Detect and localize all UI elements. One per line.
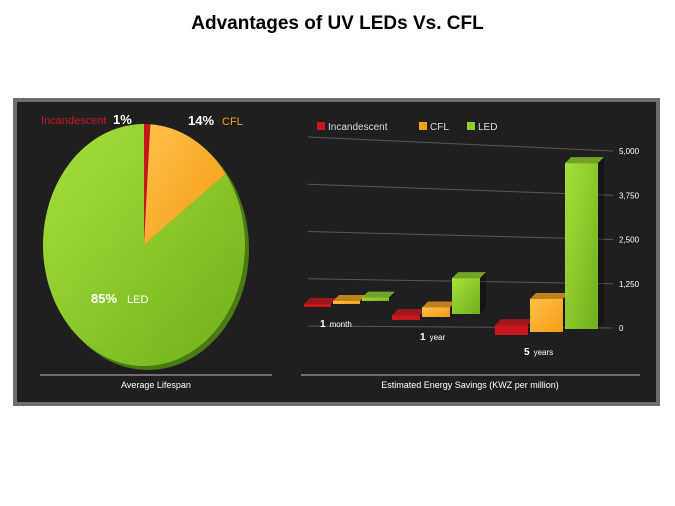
pie-label-incandescent-name: Incandescent xyxy=(41,115,106,127)
pie-slice-incandescent xyxy=(144,124,151,245)
bar-cfl-1 xyxy=(422,307,450,317)
pie-label-led-pct: 85% xyxy=(91,291,117,306)
bar-top-led-2 xyxy=(565,157,604,164)
charts-svg: Incandescent 1% 14% CFL 85% LED Average … xyxy=(40,112,640,390)
bar-incandescent-2 xyxy=(495,325,528,335)
y-tick-label: 0 xyxy=(619,324,624,333)
category-label: 1 year xyxy=(420,332,445,343)
pie-slice-led xyxy=(43,124,245,366)
gridline xyxy=(307,136,614,152)
bar-side-led-2 xyxy=(598,157,604,329)
bar-top-cfl-0 xyxy=(333,295,366,301)
pie-label-led-name: LED xyxy=(127,294,148,306)
pie-slice-cfl xyxy=(144,124,226,245)
legend-swatch-cfl xyxy=(419,122,427,130)
bar-legend: Incandescent CFL LED xyxy=(317,122,497,133)
pie-chart: Incandescent 1% 14% CFL 85% LED Average … xyxy=(40,112,272,390)
category-label: 1 month xyxy=(320,319,352,330)
bar-caption: Estimated Energy Savings (KWZ per millio… xyxy=(381,380,559,390)
y-tick-label: 5,000 xyxy=(619,147,640,156)
category-label: 5 years xyxy=(524,347,553,358)
bar-top-led-0 xyxy=(362,291,395,298)
bar-cfl-0 xyxy=(333,301,360,304)
pie-slices xyxy=(43,124,245,366)
y-tick-label: 2,500 xyxy=(619,236,640,245)
legend-swatch-incandescent xyxy=(317,122,325,130)
bar-category-labels: 1 month 1 year 5 years xyxy=(320,319,553,358)
slide-title: Advantages of UV LEDs Vs. CFL xyxy=(191,13,484,34)
bar-y-ticks: 5,000 3,750 2,500 1,250 0 xyxy=(619,147,640,333)
pie-label-cfl-pct: 14% xyxy=(188,113,214,128)
legend-swatch-led xyxy=(467,122,475,130)
legend-label-incandescent: Incandescent xyxy=(328,122,388,133)
bar-incandescent-0 xyxy=(304,304,331,307)
bar-incandescent-1 xyxy=(392,315,420,320)
legend-label-led: LED xyxy=(478,122,497,133)
gridline xyxy=(307,231,614,240)
pie-label-cfl-name: CFL xyxy=(222,116,243,128)
y-tick-label: 1,250 xyxy=(619,280,640,289)
bar-led-2 xyxy=(565,163,598,329)
bar-top-cfl-1 xyxy=(422,301,456,308)
legend-label-cfl: CFL xyxy=(430,122,449,133)
gridline xyxy=(307,183,614,196)
bar-side-led-1 xyxy=(480,272,486,314)
bar-cfl-2 xyxy=(530,298,563,332)
dashboard-panel: Incandescent 1% 14% CFL 85% LED Average … xyxy=(13,98,660,406)
y-tick-label: 3,750 xyxy=(619,191,640,200)
bar-top-cfl-2 xyxy=(530,292,569,299)
pie-label-incandescent-pct: 1% xyxy=(113,112,132,127)
bar-bars xyxy=(304,157,604,335)
bar-side-led-0 xyxy=(389,291,395,301)
bar-top-incandescent-0 xyxy=(304,298,337,304)
bar-top-incandescent-2 xyxy=(495,319,534,326)
bar-top-incandescent-1 xyxy=(392,309,426,316)
bar-chart: Incandescent CFL LED 5,000 3,750 2,500 1,250 0… xyxy=(301,122,640,390)
bar-top-led-1 xyxy=(452,272,486,279)
bar-led-0 xyxy=(362,297,389,301)
pie-caption: Average Lifespan xyxy=(121,380,191,390)
bar-led-1 xyxy=(452,278,480,314)
